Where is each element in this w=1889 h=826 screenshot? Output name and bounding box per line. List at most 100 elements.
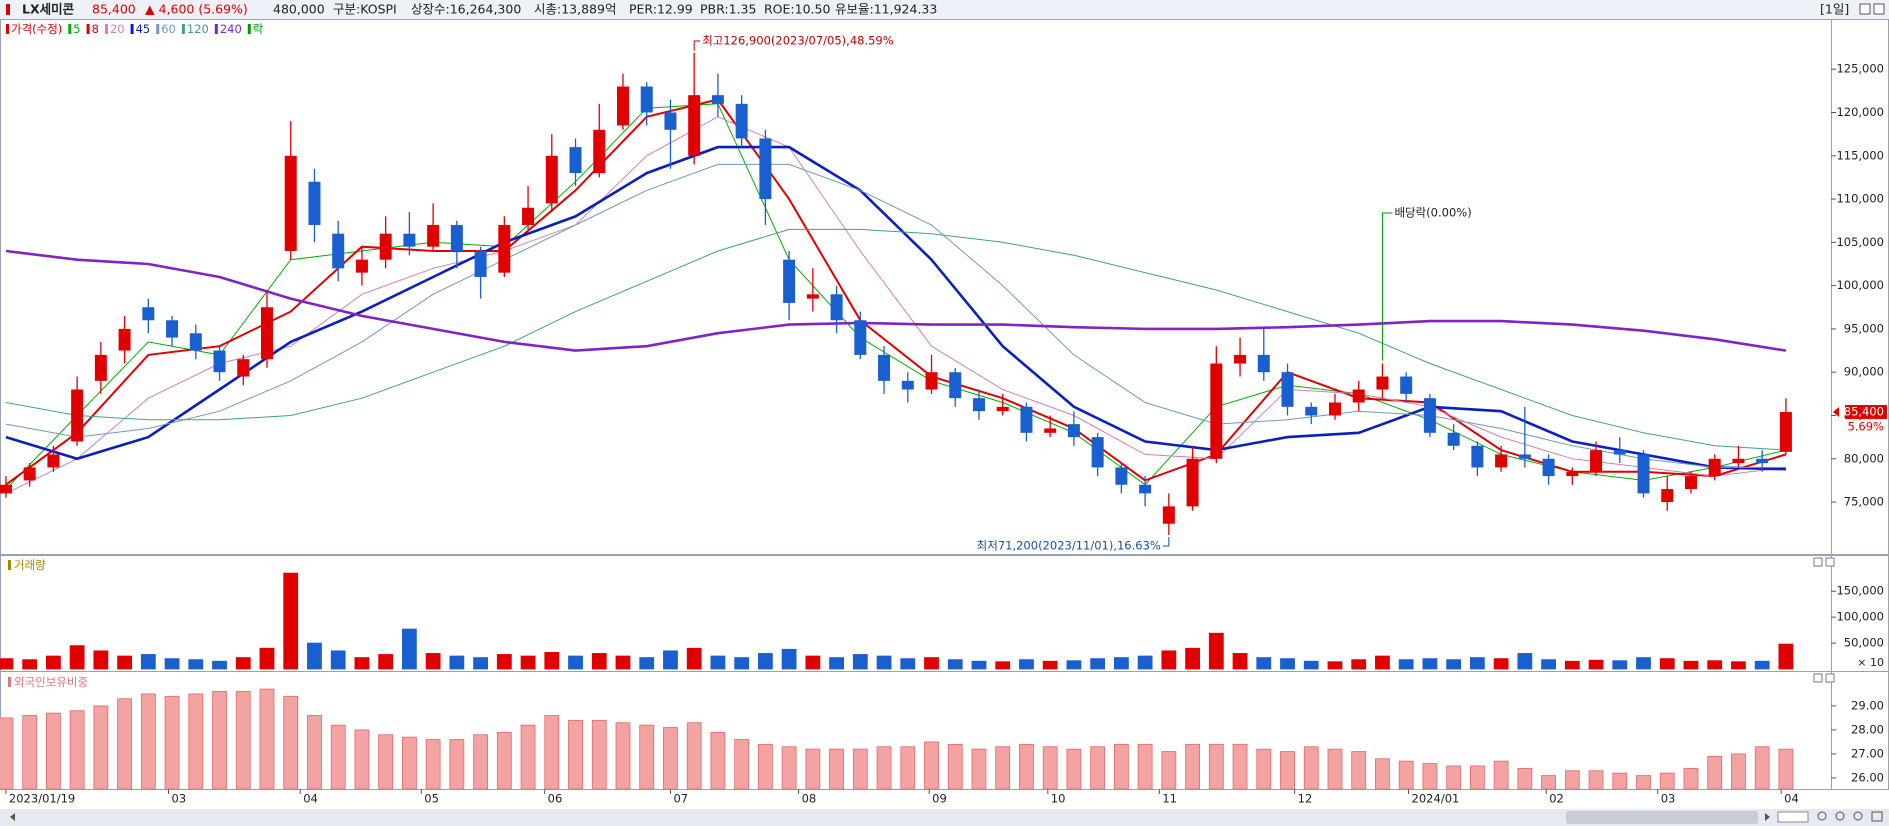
bar — [1659, 658, 1675, 670]
bar — [686, 647, 702, 670]
bar — [1375, 655, 1390, 670]
candle-body — [71, 389, 84, 442]
candle-body — [878, 354, 891, 381]
legend-swatch — [68, 24, 72, 34]
bar — [1232, 743, 1248, 790]
legend-label: 60 — [161, 22, 176, 36]
bar — [1398, 659, 1414, 670]
bar — [1208, 743, 1224, 790]
bar — [1042, 660, 1058, 670]
bar — [45, 655, 61, 670]
bar — [1161, 650, 1177, 670]
bar — [520, 724, 536, 790]
bar — [900, 658, 916, 670]
bar — [757, 743, 773, 790]
panel-button[interactable] — [1813, 673, 1823, 683]
bar — [876, 746, 892, 790]
candle-body — [1613, 450, 1626, 455]
bar — [1161, 751, 1177, 790]
candle-body — [711, 95, 724, 104]
bar — [1683, 767, 1699, 790]
candle-body — [1020, 406, 1033, 433]
bar — [1493, 658, 1509, 670]
y-tick-label: 50,000 — [1844, 636, 1884, 650]
listed-shares: 상장수:16,264,300 — [411, 2, 521, 17]
bar — [663, 727, 678, 790]
scroll-left[interactable] — [10, 813, 15, 821]
bar — [1517, 767, 1533, 790]
bar — [924, 657, 939, 670]
candle-body — [545, 155, 558, 204]
bar — [995, 746, 1011, 790]
bar — [1113, 657, 1129, 670]
bar — [1256, 748, 1272, 790]
bar — [1659, 772, 1675, 790]
legend-swatch — [104, 24, 108, 34]
candle-body — [284, 155, 297, 252]
panel-button[interactable] — [1813, 557, 1823, 567]
x-tick-label: 04 — [303, 792, 318, 806]
y-tick-label: 80,000 — [1844, 451, 1884, 465]
candle-body — [593, 129, 606, 174]
bar — [639, 724, 655, 790]
y-tick-label: 28.00 — [1851, 722, 1884, 736]
window-button[interactable] — [1873, 3, 1885, 15]
bar — [947, 659, 963, 670]
bar — [1066, 748, 1082, 790]
candle-body — [450, 225, 463, 252]
legend-label: 락 — [253, 22, 264, 36]
scroll-thumb[interactable] — [1566, 811, 1758, 824]
bar — [1303, 746, 1319, 790]
candle-body — [213, 350, 226, 373]
bar — [1612, 660, 1628, 670]
candle-body — [1518, 454, 1531, 459]
candle-body — [1495, 454, 1508, 468]
bar — [188, 693, 204, 790]
candle-body — [1234, 354, 1247, 364]
bar — [93, 705, 109, 790]
candle-body — [1661, 489, 1674, 503]
legend-swatch — [156, 24, 160, 34]
zoom-slider[interactable] — [1777, 811, 1809, 823]
zoom-reset[interactable] — [1853, 811, 1863, 821]
bar — [425, 653, 441, 670]
candle-body — [1305, 406, 1318, 416]
y-tick-label: 100,000 — [1836, 610, 1884, 624]
settings-button[interactable] — [1871, 811, 1883, 822]
ex-dividend-line — [1381, 212, 1393, 361]
scroll-right[interactable] — [1765, 813, 1770, 821]
window-button[interactable] — [1859, 3, 1871, 15]
annotation-arrow — [693, 40, 701, 51]
bar — [805, 655, 821, 670]
bar — [757, 653, 773, 670]
period-button[interactable]: [1일] — [1820, 2, 1849, 17]
panel-button[interactable] — [1825, 557, 1835, 567]
market-cap: 시총:13,889억 — [534, 2, 616, 17]
candle-body — [783, 259, 796, 303]
stock-name: LX세미콘 — [22, 2, 75, 17]
candle-body — [1115, 467, 1128, 485]
bar — [663, 650, 678, 670]
candle-body — [142, 307, 155, 321]
bar — [1327, 661, 1343, 670]
bar — [710, 731, 726, 790]
legend-label: 5 — [73, 22, 80, 36]
scrollbar[interactable] — [0, 809, 1889, 826]
y-tick-label: 115,000 — [1836, 148, 1884, 162]
bar — [283, 572, 299, 670]
candle-body — [1684, 476, 1697, 490]
bar — [140, 693, 156, 790]
panel-button[interactable] — [1825, 673, 1835, 683]
x-tick-label: 11 — [1162, 792, 1177, 806]
bar — [1541, 775, 1556, 790]
bar — [235, 657, 251, 670]
candle-body — [1257, 354, 1270, 373]
zoom-in[interactable] — [1817, 811, 1827, 821]
zoom-out[interactable] — [1835, 811, 1845, 821]
x-tick-label: 06 — [548, 792, 563, 806]
bar — [544, 652, 560, 670]
candle-body — [1542, 458, 1555, 477]
bar — [307, 715, 322, 790]
bar — [1303, 660, 1319, 670]
bar — [401, 736, 417, 790]
